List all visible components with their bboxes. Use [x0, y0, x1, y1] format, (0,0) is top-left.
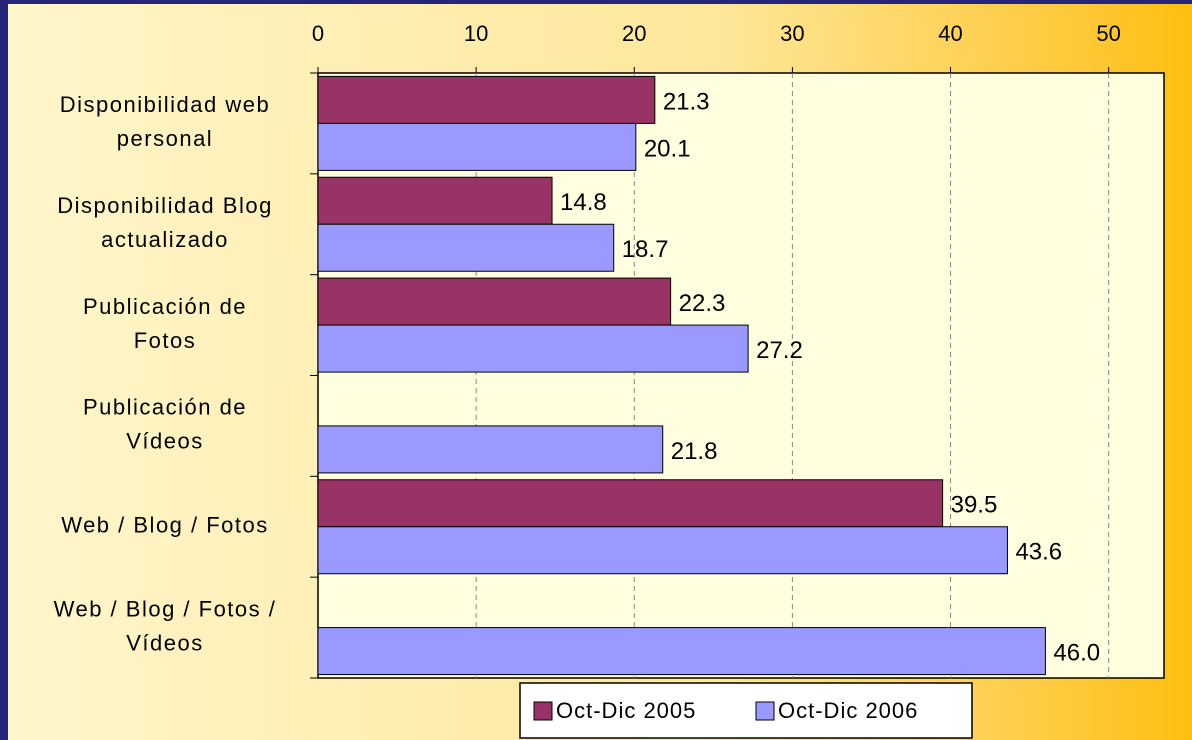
x-tick-label: 0 — [312, 21, 324, 46]
bar — [317, 627, 1046, 676]
plot-area — [317, 72, 1165, 679]
bar — [317, 122, 637, 171]
x-tick-label: 30 — [780, 21, 804, 46]
bar — [317, 277, 672, 326]
value-label: 14.8 — [560, 189, 607, 216]
legend: Oct-Dic 2005 Oct-Dic 2006 — [519, 682, 973, 739]
value-label: 43.6 — [1015, 539, 1062, 566]
legend-swatch — [533, 701, 553, 721]
y-tick-label: actualizado — [101, 227, 229, 252]
y-tick-label: personal — [117, 126, 213, 151]
bar — [317, 223, 615, 272]
y-tick-label: Publicación de — [83, 294, 247, 319]
value-label: 27.2 — [756, 337, 803, 364]
bar — [317, 324, 749, 373]
value-label: 39.5 — [951, 492, 998, 519]
legend-box — [519, 682, 973, 739]
value-label: 21.3 — [663, 88, 710, 115]
x-tick-label: 40 — [938, 21, 962, 46]
x-tick-label: 20 — [622, 21, 646, 46]
y-tick-label: Web / Blog / Fotos / — [54, 596, 277, 621]
y-tick-label: Vídeos — [126, 630, 204, 655]
y-tick-label: Disponibilidad Blog — [57, 193, 273, 218]
x-tick-label: 50 — [1096, 21, 1120, 46]
bar — [317, 526, 1008, 575]
y-tick-label: Disponibilidad web — [60, 92, 270, 117]
y-tick-label: Fotos — [134, 328, 197, 353]
legend-label: Oct-Dic 2005 — [556, 698, 696, 723]
legend-swatch — [755, 701, 775, 721]
bar — [317, 479, 944, 528]
bar — [317, 176, 553, 225]
y-tick-label: Vídeos — [126, 429, 204, 454]
value-label: 18.7 — [622, 236, 669, 263]
value-label: 21.8 — [671, 438, 718, 465]
bar — [317, 425, 664, 474]
value-label: 46.0 — [1053, 639, 1100, 666]
y-tick-label: Web / Blog / Fotos — [61, 513, 269, 538]
legend-label: Oct-Dic 2006 — [778, 698, 918, 723]
bar — [317, 75, 656, 124]
y-tick-label: Publicación de — [83, 395, 247, 420]
value-label: 20.1 — [644, 135, 691, 162]
x-tick-label: 10 — [464, 21, 488, 46]
value-label: 22.3 — [679, 290, 726, 317]
